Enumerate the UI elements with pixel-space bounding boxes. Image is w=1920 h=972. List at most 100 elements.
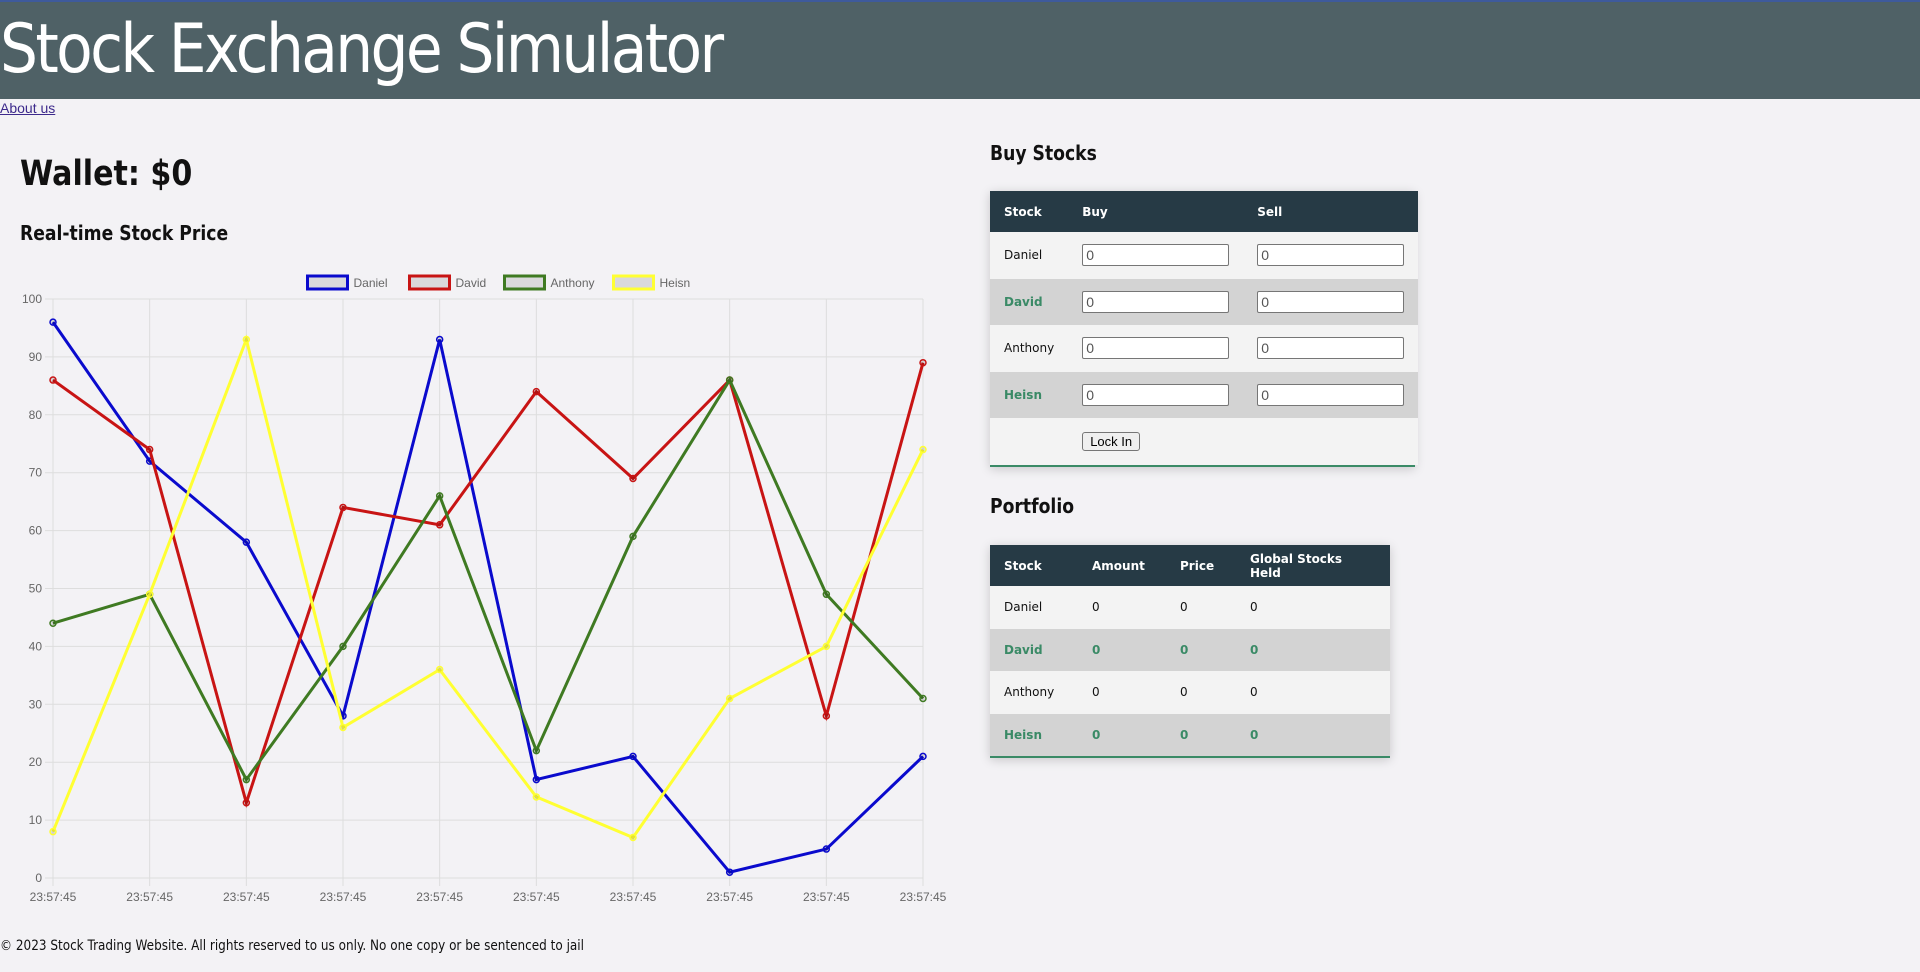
- table-row: Daniel 0 0 0: [990, 586, 1390, 629]
- x-tick-label: 23:57:45: [126, 890, 173, 904]
- data-point-david[interactable]: [339, 503, 347, 512]
- stock-name: Heisn: [990, 713, 1078, 756]
- data-point-david[interactable]: [49, 376, 57, 384]
- data-point-heisn[interactable]: [242, 335, 251, 344]
- portfolio-header-price: Price: [1166, 545, 1236, 586]
- sell-quantity-input-david[interactable]: [1257, 290, 1405, 313]
- table-row: Anthony: [990, 325, 1419, 372]
- x-tick-label: 23:57:45: [223, 890, 270, 904]
- data-point-david[interactable]: [822, 712, 831, 720]
- y-tick-label: 30: [29, 697, 43, 711]
- series-daniel: [49, 318, 927, 876]
- data-point-anthony[interactable]: [435, 492, 444, 500]
- data-point-heisn[interactable]: [919, 445, 927, 454]
- stock-name: Daniel: [990, 232, 1069, 279]
- data-point-heisn[interactable]: [145, 590, 154, 599]
- data-point-anthony[interactable]: [919, 694, 927, 703]
- sell-quantity-input-daniel[interactable]: [1257, 244, 1405, 267]
- data-point-heisn[interactable]: [339, 723, 347, 732]
- x-tick-label: 23:57:45: [610, 890, 657, 904]
- lock-in-button[interactable]: Lock In: [1082, 431, 1141, 451]
- data-point-daniel[interactable]: [919, 752, 927, 761]
- y-tick-label: 0: [35, 871, 42, 885]
- stock-amount: 0: [1078, 671, 1166, 714]
- data-point-anthony[interactable]: [242, 775, 251, 784]
- stock-price: 0: [1166, 628, 1236, 671]
- stock-price: 0: [1166, 713, 1236, 756]
- data-point-heisn[interactable]: [49, 827, 57, 836]
- data-point-heisn[interactable]: [725, 694, 734, 703]
- buy-header-stock: Stock: [990, 191, 1069, 232]
- portfolio-table: Stock Amount Price Global Stocks Held Da…: [990, 545, 1390, 756]
- legend-label-anthony[interactable]: Anthony: [551, 276, 595, 290]
- buy-quantity-input-heisn[interactable]: [1082, 383, 1230, 406]
- data-point-daniel[interactable]: [435, 335, 444, 344]
- sell-quantity-input-heisn[interactable]: [1257, 383, 1405, 406]
- series-line-david: [52, 362, 925, 808]
- data-point-david[interactable]: [242, 798, 251, 807]
- buy-stocks-table: Stock Buy Sell Daniel David Anthony: [990, 191, 1419, 465]
- buy-quantity-input-anthony[interactable]: [1082, 337, 1230, 360]
- stock-name: David: [990, 278, 1069, 325]
- data-point-david[interactable]: [145, 445, 154, 454]
- data-point-daniel[interactable]: [49, 318, 57, 326]
- about-us-link[interactable]: About us: [0, 100, 56, 116]
- y-tick-label: 90: [29, 350, 43, 364]
- global-stocks-held: 0: [1236, 671, 1390, 714]
- data-point-anthony[interactable]: [629, 532, 637, 541]
- stock-price: 0: [1166, 671, 1236, 714]
- series-david: [49, 358, 927, 808]
- table-row: David 0 0 0: [990, 628, 1390, 671]
- data-point-daniel[interactable]: [532, 775, 541, 784]
- legend-label-heisn[interactable]: Heisn: [660, 276, 691, 290]
- data-point-heisn[interactable]: [435, 665, 444, 674]
- data-point-anthony[interactable]: [725, 376, 734, 384]
- data-point-daniel[interactable]: [725, 868, 734, 876]
- series-line-heisn: [51, 334, 925, 840]
- portfolio-header-stock: Stock: [990, 545, 1078, 586]
- footer-copyright: © 2023 Stock Trading Website. All rights…: [0, 938, 584, 954]
- table-row: David: [990, 278, 1419, 325]
- y-tick-label: 60: [29, 524, 43, 538]
- series-line-daniel: [51, 321, 925, 874]
- legend-swatch-daniel[interactable]: [306, 274, 349, 291]
- table-row: Anthony 0 0 0: [990, 671, 1390, 714]
- data-point-david[interactable]: [532, 387, 541, 396]
- x-tick-label: 23:57:45: [513, 890, 560, 904]
- data-point-anthony[interactable]: [339, 642, 347, 651]
- y-tick-label: 80: [29, 408, 43, 422]
- buy-stocks-title: Buy Stocks: [990, 141, 1097, 165]
- legend-label-daniel[interactable]: Daniel: [354, 276, 388, 290]
- y-tick-label: 10: [29, 813, 43, 827]
- global-stocks-held: 0: [1236, 628, 1390, 671]
- global-stocks-held: 0: [1236, 713, 1390, 756]
- data-point-anthony[interactable]: [49, 619, 57, 627]
- portfolio-header-amount: Amount: [1078, 545, 1166, 586]
- legend-swatch-anthony[interactable]: [503, 274, 546, 291]
- legend-label-david[interactable]: David: [456, 276, 487, 290]
- buy-header-buy: Buy: [1068, 191, 1244, 232]
- portfolio-title: Portfolio: [990, 494, 1075, 518]
- data-point-anthony[interactable]: [822, 590, 831, 599]
- data-point-david[interactable]: [629, 474, 637, 483]
- data-point-daniel[interactable]: [629, 752, 637, 761]
- legend-swatch-david[interactable]: [408, 274, 451, 291]
- stock-name: Daniel: [990, 586, 1078, 629]
- data-point-daniel[interactable]: [822, 845, 831, 853]
- site-title: Stock Exchange Simulator: [0, 10, 724, 89]
- buy-quantity-input-david[interactable]: [1082, 290, 1230, 313]
- data-point-david[interactable]: [919, 358, 927, 367]
- data-point-david[interactable]: [435, 521, 444, 529]
- buy-quantity-input-daniel[interactable]: [1082, 244, 1230, 267]
- sell-quantity-input-anthony[interactable]: [1257, 337, 1405, 360]
- legend-swatch-heisn[interactable]: [612, 274, 655, 291]
- data-point-heisn[interactable]: [532, 793, 541, 801]
- stock-price: 0: [1166, 586, 1236, 629]
- series-line-anthony: [52, 376, 925, 783]
- x-tick-label: 23:57:45: [706, 890, 753, 904]
- chart-title: Real-time Stock Price: [20, 221, 229, 245]
- data-point-daniel[interactable]: [242, 538, 251, 546]
- data-point-heisn[interactable]: [629, 833, 637, 842]
- data-point-heisn[interactable]: [822, 642, 831, 651]
- data-point-anthony[interactable]: [532, 746, 541, 755]
